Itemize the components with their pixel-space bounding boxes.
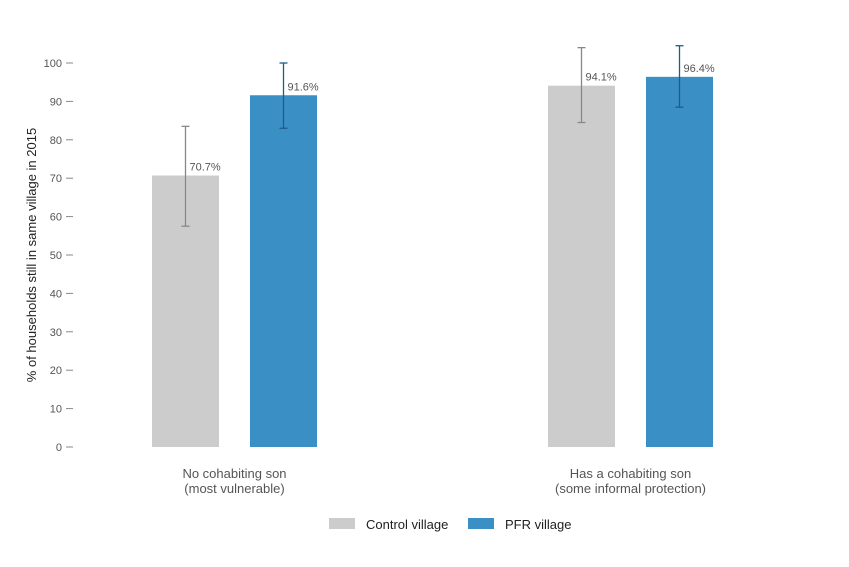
y-tick-label: 30: [50, 327, 62, 339]
y-tick-label: 50: [50, 250, 62, 262]
y-tick-label: 20: [50, 365, 62, 377]
data-label: 91.6%: [288, 81, 319, 93]
category-labels: No cohabiting son (most vulnerable) Has a …: [182, 466, 706, 496]
y-tick-label: 90: [50, 96, 62, 108]
bars: 70.7% 94.1% 91.6% 96.4%: [152, 45, 715, 448]
y-tick-label: 100: [44, 58, 62, 70]
data-label: 96.4%: [684, 63, 715, 75]
y-tick-label: 0: [56, 442, 62, 454]
y-tick-label: 80: [50, 135, 62, 147]
legend-swatch: [329, 518, 355, 529]
legend-label: PFR village: [505, 517, 571, 532]
y-axis: 0 10 20 30 40 50 60 70 80 90 100: [44, 58, 73, 454]
legend: Control village PFR village: [329, 517, 571, 532]
legend-swatch: [468, 518, 494, 529]
bar: [548, 85, 615, 447]
y-tick-label: 10: [50, 404, 62, 416]
y-tick-label: 40: [50, 288, 62, 300]
legend-label: Control village: [366, 517, 448, 532]
y-axis-title: % of households still in same village in…: [24, 128, 39, 382]
bar: [250, 95, 317, 448]
category-label: No cohabiting son (most vulnerable): [182, 466, 286, 496]
category-label: Has a cohabiting son (some informal prote…: [555, 466, 706, 496]
bar: [646, 76, 713, 447]
y-tick-label: 70: [50, 173, 62, 185]
data-label: 94.1%: [586, 72, 617, 84]
y-tick-label: 60: [50, 212, 62, 224]
data-label: 70.7%: [190, 162, 221, 174]
